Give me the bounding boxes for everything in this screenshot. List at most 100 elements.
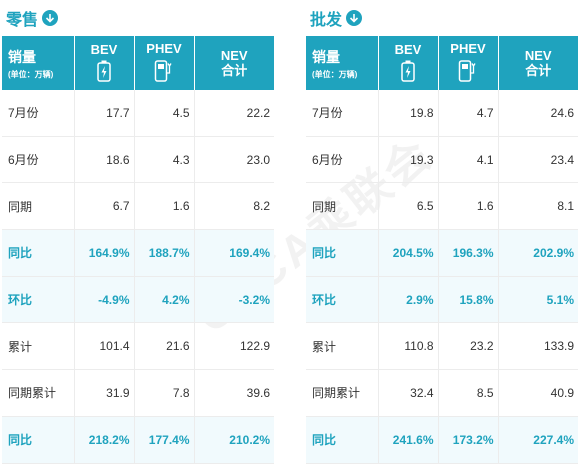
data-cell: 8.1 — [498, 182, 578, 231]
row-label: 7月份 — [306, 90, 379, 137]
data-cell: 227.4% — [498, 416, 578, 464]
wholesale-section-title: 批发 — [306, 0, 578, 36]
data-cell: 24.6 — [498, 90, 578, 137]
data-cell: 101.4 — [74, 322, 135, 371]
data-cell: 110.8 — [378, 322, 439, 371]
arrow-down-circle-icon[interactable] — [42, 10, 59, 26]
charger-icon — [135, 59, 194, 86]
battery-icon — [75, 60, 134, 85]
data-cell: 177.4% — [134, 416, 195, 464]
table-row: 7月份 17.7 4.5 22.2 — [2, 90, 274, 137]
data-cell: 164.9% — [74, 229, 135, 277]
column-header-nev: NEV 合计 — [194, 36, 274, 90]
column-header-label: BEV — [394, 41, 422, 57]
data-cell: 241.6% — [378, 416, 439, 464]
table-row: 同期累计 32.4 8.5 40.9 — [306, 369, 578, 417]
table-row: 6月份 18.6 4.3 23.0 — [2, 136, 274, 184]
table-row: 环比 2.9% 15.8% 5.1% — [306, 276, 578, 324]
metric-unit: (单位：万辆) — [312, 69, 358, 79]
wholesale-sales-table: 销量 (单位：万辆) BEV PHEV NEV 合计 7月份 19.8 4.7 24.6 6月份 19… — [306, 36, 578, 464]
data-cell: 204.5% — [378, 229, 439, 277]
wholesale-panel: 批发 销量 (单位：万辆) BEV PHEV NEV 合计 7月份 19.8 4.7 24.6 6月份… — [306, 0, 578, 464]
row-label: 同期累计 — [2, 369, 75, 417]
table-row: 环比 -4.9% 4.2% -3.2% — [2, 276, 274, 324]
data-cell: 133.9 — [498, 322, 578, 371]
row-label: 同比 — [306, 229, 379, 277]
data-cell: 15.8% — [438, 276, 499, 324]
table-row: 累计 110.8 23.2 133.9 — [306, 322, 578, 371]
table-header-row: 销量 (单位：万辆) BEV PHEV NEV 合计 — [306, 36, 578, 90]
row-label: 同比 — [2, 416, 75, 464]
column-header-bev: BEV — [74, 36, 135, 90]
data-cell: 18.6 — [74, 136, 135, 184]
table-row: 同期 6.5 1.6 8.1 — [306, 182, 578, 231]
retail-sales-table: 销量 (单位：万辆) BEV PHEV NEV 合计 7月份 17.7 4.5 22.2 6月份 18… — [2, 36, 274, 464]
data-cell: 1.6 — [134, 182, 195, 231]
data-cell: 4.5 — [134, 90, 195, 137]
column-header-phev: PHEV — [438, 36, 499, 90]
table-row: 同比 241.6% 173.2% 227.4% — [306, 416, 578, 464]
metric-title: 销量 — [8, 48, 36, 65]
arrow-down-circle-icon[interactable] — [346, 10, 363, 26]
column-header-label: PHEV — [146, 40, 182, 56]
column-header-sublabel: 合计 — [525, 63, 552, 78]
row-label: 同比 — [306, 416, 379, 464]
data-cell: 4.7 — [438, 90, 499, 137]
data-cell: 32.4 — [378, 369, 439, 417]
data-cell: 17.7 — [74, 90, 135, 137]
column-header-sublabel: 合计 — [221, 63, 248, 78]
row-label: 同比 — [2, 229, 75, 277]
retail-section-title: 零售 — [2, 0, 274, 36]
data-cell: 202.9% — [498, 229, 578, 277]
retail-panel: 零售 销量 (单位：万辆) BEV PHEV NEV 合计 7月份 17.7 4.5 22.2 6月份… — [2, 0, 274, 464]
data-cell: 19.8 — [378, 90, 439, 137]
data-cell: -4.9% — [74, 276, 135, 324]
data-cell: 7.8 — [134, 369, 195, 417]
metric-unit: (单位：万辆) — [8, 69, 54, 79]
column-header-nev: NEV 合计 — [498, 36, 578, 90]
table-row: 同期累计 31.9 7.8 39.6 — [2, 369, 274, 417]
row-label: 6月份 — [2, 136, 75, 184]
data-cell: 23.2 — [438, 322, 499, 371]
row-label: 环比 — [2, 276, 75, 324]
row-label: 同期 — [2, 182, 75, 231]
data-cell: -3.2% — [194, 276, 274, 324]
column-header-label: NEV — [524, 48, 552, 63]
column-header-label: PHEV — [450, 40, 486, 56]
table-header-row: 销量 (单位：万辆) BEV PHEV NEV 合计 — [2, 36, 274, 90]
table-row: 7月份 19.8 4.7 24.6 — [306, 90, 578, 137]
data-cell: 31.9 — [74, 369, 135, 417]
data-cell: 5.1% — [498, 276, 578, 324]
wholesale-title-text: 批发 — [310, 12, 343, 29]
row-label: 同期累计 — [306, 369, 379, 417]
data-cell: 2.9% — [378, 276, 439, 324]
column-header-label: BEV — [90, 41, 118, 57]
data-cell: 4.3 — [134, 136, 195, 184]
row-label: 6月份 — [306, 136, 379, 184]
data-cell: 122.9 — [194, 322, 274, 371]
charger-icon — [439, 59, 498, 86]
data-cell: 4.1 — [438, 136, 499, 184]
row-label: 环比 — [306, 276, 379, 324]
table-row: 同比 164.9% 188.7% 169.4% — [2, 229, 274, 277]
corner-header: 销量 (单位：万辆) — [306, 36, 379, 90]
data-cell: 210.2% — [194, 416, 274, 464]
corner-header: 销量 (单位：万辆) — [2, 36, 75, 90]
table-row: 同期 6.7 1.6 8.2 — [2, 182, 274, 231]
data-cell: 8.5 — [438, 369, 499, 417]
metric-title: 销量 — [312, 48, 340, 65]
data-cell: 188.7% — [134, 229, 195, 277]
column-header-phev: PHEV — [134, 36, 195, 90]
table-row: 6月份 19.3 4.1 23.4 — [306, 136, 578, 184]
data-cell: 4.2% — [134, 276, 195, 324]
row-label: 累计 — [2, 322, 75, 371]
retail-title-text: 零售 — [6, 12, 39, 29]
row-label: 累计 — [306, 322, 379, 371]
table-row: 累计 101.4 21.6 122.9 — [2, 322, 274, 371]
data-cell: 6.7 — [74, 182, 135, 231]
data-cell: 1.6 — [438, 182, 499, 231]
data-cell: 6.5 — [378, 182, 439, 231]
data-cell: 23.0 — [194, 136, 274, 184]
data-cell: 21.6 — [134, 322, 195, 371]
column-header-label: NEV — [220, 48, 248, 63]
